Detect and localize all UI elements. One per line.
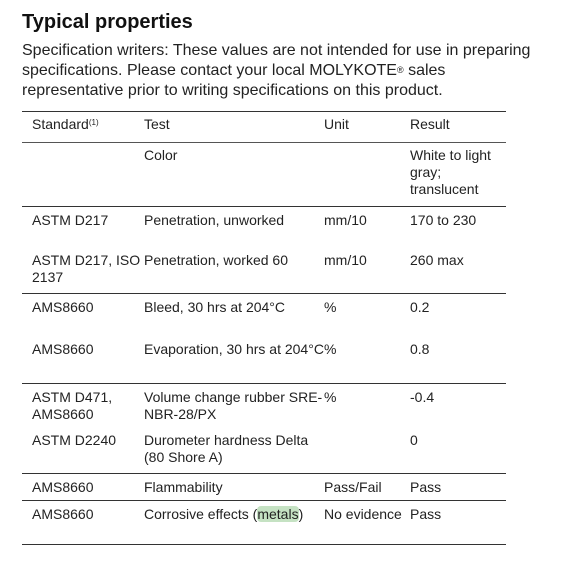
cell-unit: % [324,293,410,338]
cell-unit [324,143,410,207]
footnote-marker: (1) [88,118,99,127]
table-header-row: Standard(1) Test Unit Result [22,111,506,143]
cell-result: 0.8 [410,340,430,357]
header-unit: Unit [324,111,410,143]
properties-table: Standard(1) Test Unit Result Color White… [22,111,506,545]
cell-result: Pass [410,473,506,501]
table-row: AMS8660 Flammability Pass/Fail Pass [22,473,506,501]
cell-test: Color [144,147,178,163]
properties-section: Typical properties Specification writers… [22,11,542,545]
header-result: Result [410,111,506,143]
cell-unit: No evidence [324,500,410,545]
cell-unit: Pass/Fail [324,473,410,501]
cell-test: Penetration, unworked [144,206,324,249]
cell-standard [22,143,144,207]
cell-unit: % [324,340,337,357]
header-test: Test [144,111,324,143]
table-row: ASTM D217 Penetration, unworked mm/10 17… [22,206,506,249]
cell-result: 0 [410,431,418,448]
cell-standard: ASTM D2240 [32,431,117,448]
cell-result: Pass [410,500,506,545]
section-title: Typical properties [22,11,193,33]
table-row: Color White to light gray; translucent [22,143,506,207]
highlighted-text: metals [257,506,299,522]
cell-unit: mm/10 [324,206,410,249]
cell-standard: AMS8660 [32,340,94,357]
cell-test: Durometer hardness Delta (80 Shore A) [144,431,309,465]
cell-standard: ASTM D471, AMS8660 [22,383,144,429]
table-row: ASTM D2240 Durometer hardness Delta (80 … [22,429,506,474]
cell-test: Flammability [144,473,324,501]
cell-result: 0.2 [410,293,506,338]
cell-test: Volume change rubber SRE-NBR-28/PX [144,383,324,429]
cell-test-suffix: ) [298,506,304,522]
cell-standard: AMS8660 [22,500,144,545]
cell-standard: AMS8660 [22,293,144,338]
header-standard: Standard(1) [22,111,144,143]
table-row: AMS8660 Evaporation, 30 hrs at 204°C % 0… [22,338,506,384]
cell-unit [324,429,410,474]
header-standard-label: Standard [32,116,89,132]
cell-test: Penetration, worked 60 [144,251,288,268]
cell-test: Evaporation, 30 hrs at 204°C [144,340,324,357]
cell-result: White to light gray; translucent [410,147,491,197]
table-row: AMS8660 Corrosive effects (metals) No ev… [22,500,506,545]
cell-standard: ASTM D217, ISO 2137 [32,251,141,285]
cell-test-prefix: Corrosive effects ( [144,506,258,522]
cell-test: Bleed, 30 hrs at 204°C [144,293,324,338]
cell-unit: % [324,383,410,429]
table-row: AMS8660 Bleed, 30 hrs at 204°C % 0.2 [22,293,506,338]
cell-standard: ASTM D217 [22,206,144,249]
cell-result: 260 max [410,251,464,268]
intro-text: Specification writers: These values are … [22,42,531,79]
intro-paragraph: Specification writers: These values are … [22,41,542,101]
cell-unit: mm/10 [324,251,367,268]
cell-standard: AMS8660 [22,473,144,501]
table-row: ASTM D471, AMS8660 Volume change rubber … [22,383,506,429]
registered-mark: ® [396,65,404,75]
cell-test: Corrosive effects (metals) [144,500,324,545]
intro-text-after: sales representative prior to writing sp… [22,62,446,99]
cell-result: 170 to 230 [410,206,506,249]
table-row: ASTM D217, ISO 2137 Penetration, worked … [22,249,506,294]
cell-result: -0.4 [410,383,506,429]
